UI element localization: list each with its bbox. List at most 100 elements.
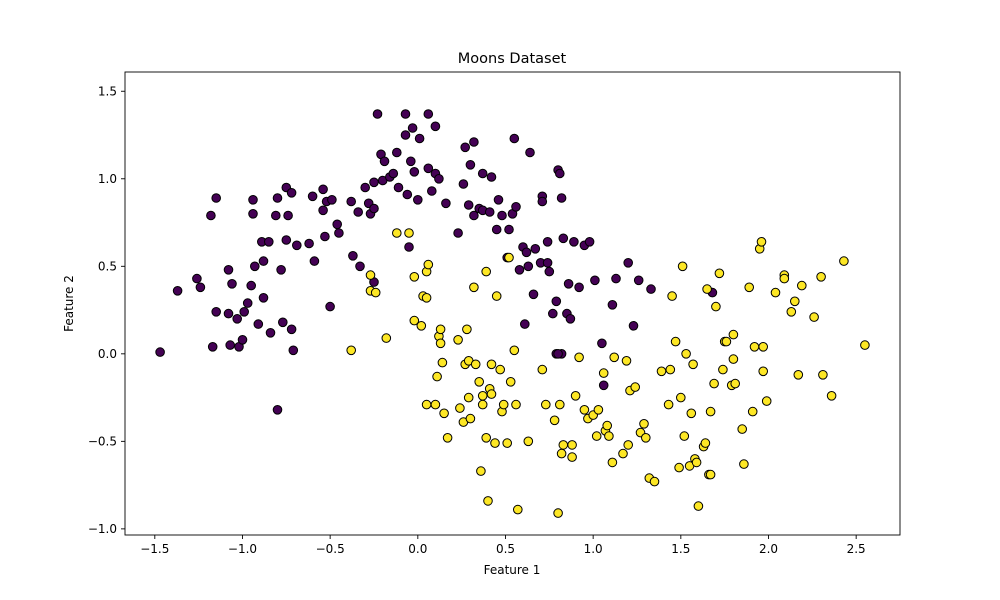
data-point-class1 — [756, 237, 767, 247]
data-point-class0 — [558, 233, 569, 244]
data-point-class0 — [253, 319, 264, 329]
y-tick-label: −1.0 — [88, 522, 117, 536]
data-point-class0 — [192, 273, 202, 284]
data-point-class1 — [421, 399, 432, 410]
data-point-class0 — [430, 121, 441, 132]
data-point-class0 — [265, 328, 276, 338]
data-point-class0 — [237, 335, 248, 345]
data-point-class0 — [565, 314, 576, 324]
data-point-class0 — [246, 280, 256, 291]
data-point-class1 — [718, 364, 728, 375]
data-points-layer — [155, 109, 870, 518]
data-point-class1 — [469, 282, 479, 293]
y-axis: −1.0 −0.5 0.0 0.5 1.0 1.5 — [88, 85, 125, 536]
data-point-class0 — [521, 247, 532, 258]
data-point-class1 — [618, 448, 628, 459]
data-point-class1 — [839, 256, 849, 266]
data-point-class0 — [646, 284, 656, 294]
data-point-class0 — [223, 265, 234, 275]
x-tick-label: −1.5 — [140, 542, 169, 556]
data-point-class1 — [490, 438, 500, 448]
data-point-class1 — [416, 321, 427, 331]
data-point-class1 — [826, 391, 837, 401]
data-point-class0 — [493, 195, 504, 205]
data-point-class0 — [611, 273, 621, 284]
data-point-class1 — [570, 391, 581, 401]
data-point-class0 — [355, 261, 365, 272]
data-point-class1 — [721, 336, 732, 347]
data-point-class0 — [392, 147, 402, 158]
data-point-class0 — [404, 242, 414, 252]
data-point-class0 — [407, 123, 418, 133]
data-point-class1 — [623, 440, 634, 450]
data-point-class0 — [530, 244, 541, 254]
data-point-class1 — [567, 440, 577, 450]
data-point-class1 — [728, 329, 739, 340]
data-point-class1 — [556, 448, 567, 459]
data-point-class0 — [465, 160, 476, 170]
x-axis: −1.5 −1.0 −0.5 0.0 0.5 1.0 1.5 2.0 2.5 — [140, 535, 866, 556]
data-point-class0 — [372, 109, 383, 119]
data-point-class1 — [604, 431, 614, 441]
data-point-class1 — [442, 433, 453, 443]
data-point-class1 — [365, 270, 376, 280]
data-point-class1 — [702, 284, 712, 294]
data-point-class1 — [609, 352, 620, 363]
data-point-class1 — [779, 273, 790, 284]
data-point-class1 — [505, 377, 516, 387]
data-point-class1 — [476, 466, 486, 476]
chart-title: Moons Dataset — [458, 51, 567, 67]
data-point-class1 — [509, 345, 520, 356]
data-point-class1 — [465, 413, 476, 424]
data-point-class1 — [567, 452, 577, 462]
data-point-class1 — [423, 259, 434, 270]
data-point-class1 — [486, 389, 497, 399]
data-point-class1 — [676, 392, 686, 403]
data-point-class0 — [537, 196, 548, 207]
data-point-class1 — [607, 457, 618, 468]
data-point-class1 — [744, 282, 755, 293]
data-point-class1 — [435, 338, 446, 349]
data-point-class1 — [761, 396, 772, 406]
data-point-class1 — [674, 462, 684, 473]
data-point-class0 — [307, 191, 318, 202]
data-point-class0 — [553, 349, 563, 359]
x-tick-label: 2.0 — [759, 542, 778, 556]
x-tick-label: 0.0 — [408, 542, 427, 556]
data-point-class1 — [728, 354, 739, 364]
data-point-class1 — [705, 469, 716, 480]
data-point-class0 — [320, 231, 330, 242]
data-point-class0 — [497, 210, 507, 221]
data-point-class1 — [502, 438, 513, 448]
data-point-class1 — [709, 378, 719, 389]
data-point-class0 — [348, 251, 358, 261]
data-point-class0 — [271, 210, 281, 221]
data-point-class0 — [288, 345, 299, 356]
x-tick-label: −0.5 — [316, 542, 345, 556]
data-point-class1 — [809, 312, 819, 322]
data-point-class0 — [242, 298, 253, 308]
data-point-class1 — [818, 370, 828, 380]
data-point-class1 — [549, 415, 560, 426]
data-point-class0 — [232, 314, 242, 324]
data-point-class1 — [621, 356, 632, 366]
data-point-class1 — [598, 368, 609, 378]
data-point-class1 — [688, 359, 698, 370]
data-point-class0 — [239, 307, 249, 317]
data-point-class0 — [556, 193, 567, 203]
data-point-class0 — [469, 210, 479, 221]
plot-frame — [124, 71, 901, 536]
data-point-class0 — [360, 182, 371, 193]
data-point-class1 — [790, 296, 800, 307]
data-point-class1 — [477, 391, 488, 401]
data-point-class1 — [553, 508, 563, 518]
data-point-class0 — [427, 186, 437, 196]
data-point-class0 — [555, 168, 565, 179]
data-point-class1 — [670, 336, 681, 347]
data-point-class1 — [711, 301, 721, 312]
data-point-class1 — [663, 399, 674, 410]
data-point-class0 — [318, 184, 328, 195]
data-point-class1 — [700, 438, 711, 448]
x-tick-label: 1.0 — [584, 542, 603, 556]
data-point-class0 — [286, 188, 297, 198]
